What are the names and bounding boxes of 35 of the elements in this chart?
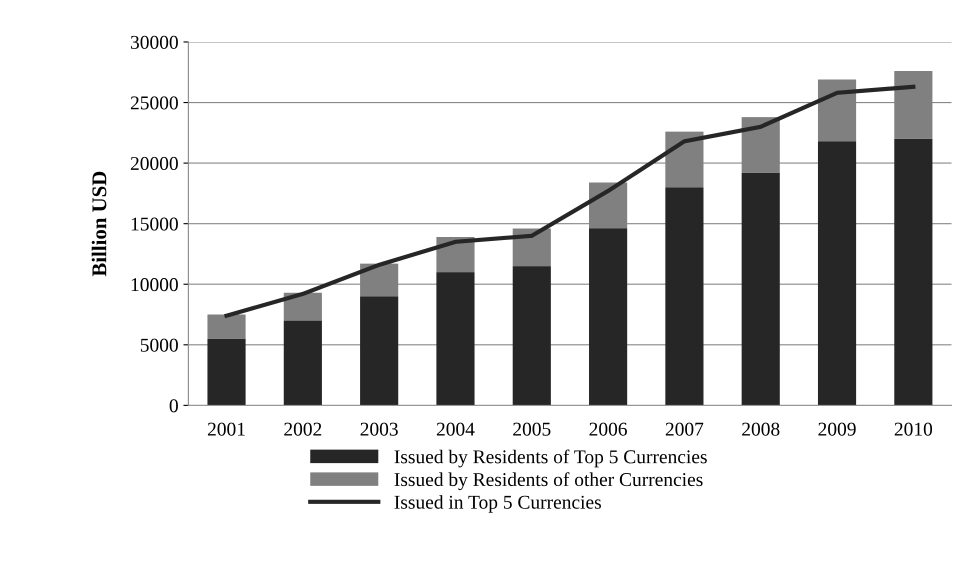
bar <box>512 228 551 266</box>
y-tick-label: 15000 <box>132 217 178 231</box>
x-tick-label: 2002 <box>284 422 322 436</box>
bar <box>894 138 932 406</box>
x-tick-label: 2009 <box>818 422 856 436</box>
x-tick-label: 2010 <box>894 422 932 436</box>
bar <box>818 141 856 406</box>
bar <box>207 314 246 339</box>
y-axis-title: Billion USD <box>92 172 106 276</box>
x-tick-label: 2004 <box>436 422 475 436</box>
x-tick-label: 2007 <box>666 422 704 436</box>
y-tick-label: 5000 <box>140 338 178 352</box>
bar <box>512 266 551 406</box>
bar <box>284 320 322 406</box>
x-tick-label: 2005 <box>513 422 550 436</box>
bar <box>360 296 398 406</box>
bar <box>589 228 628 406</box>
bar <box>742 172 780 406</box>
line-series <box>224 84 916 318</box>
bar <box>207 338 246 406</box>
bar <box>665 187 704 406</box>
y-tick-label: 25000 <box>130 96 178 110</box>
legend-label: Issued in Top 5 Currencies <box>394 495 601 513</box>
bar <box>436 272 475 406</box>
y-tick-label: 30000 <box>130 36 178 49</box>
x-tick-label: 2006 <box>590 422 627 436</box>
y-tick-label: 20000 <box>130 156 178 170</box>
legend-label: Issued by Residents of other Currencies <box>394 472 703 490</box>
x-tick-label: 2008 <box>742 422 780 436</box>
legend-label: Issued by Residents of Top 5 Currencies <box>394 449 707 468</box>
x-tick-label: 2003 <box>360 422 398 436</box>
bar <box>284 292 322 321</box>
x-tick-label: 2001 <box>208 422 245 436</box>
y-tick-label: 0 <box>170 399 178 412</box>
y-tick-label: 10000 <box>132 278 178 292</box>
